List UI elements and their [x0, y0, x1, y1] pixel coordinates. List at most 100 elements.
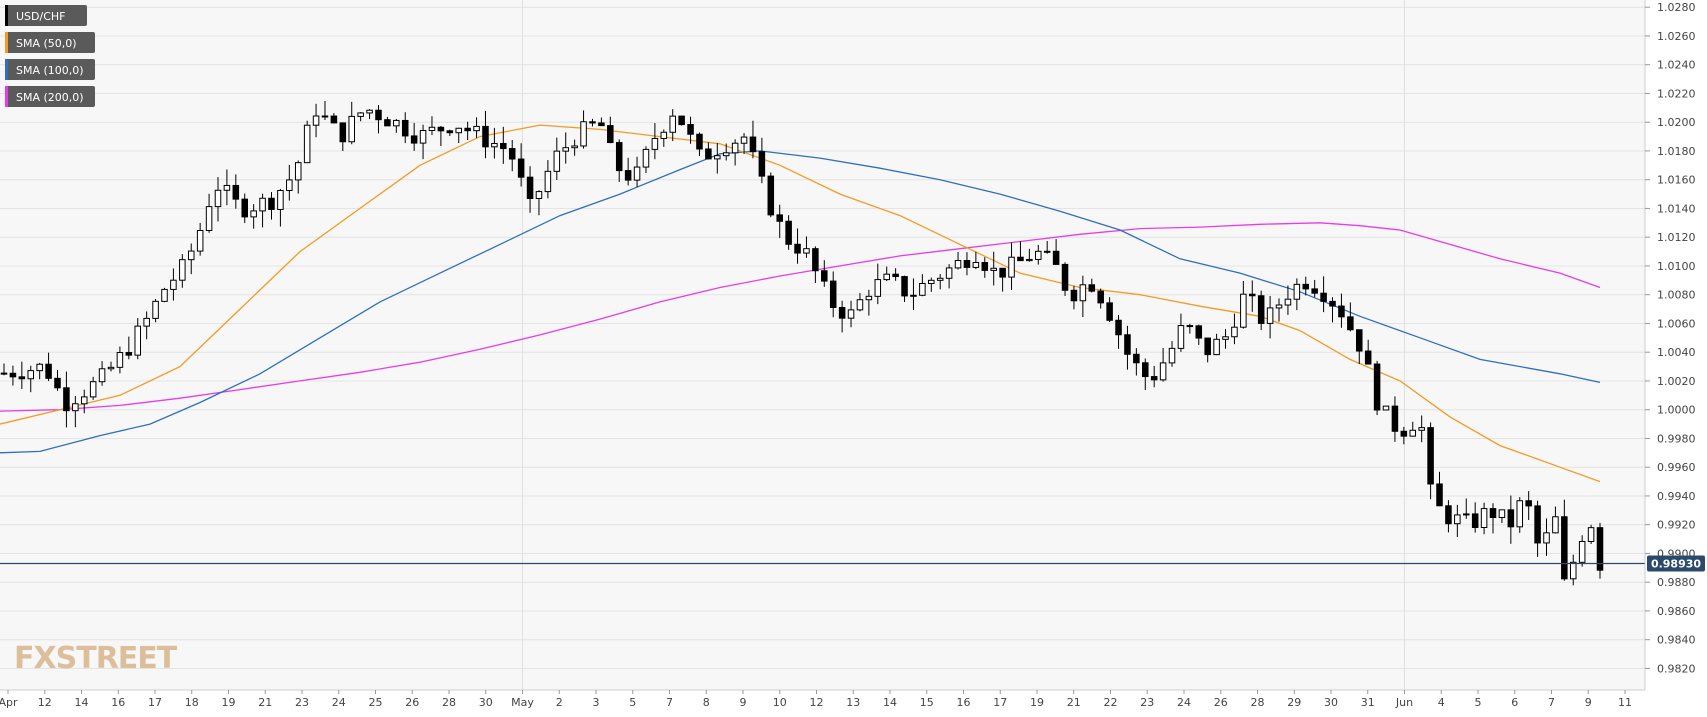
candle [89, 376, 97, 400]
candle-body [642, 148, 650, 168]
candle [1552, 506, 1559, 534]
candle-body [776, 214, 783, 222]
y-tick-label: 1.0160 [1657, 174, 1696, 187]
candle [1266, 296, 1274, 339]
candle-body [963, 260, 971, 268]
candle [1409, 421, 1417, 437]
candle [277, 188, 284, 227]
candle [607, 116, 614, 144]
candle-body [1088, 284, 1096, 292]
candle [526, 166, 534, 213]
candle-body [972, 261, 980, 268]
candle-body [1168, 347, 1176, 364]
candle-body [1257, 295, 1265, 324]
candle [250, 204, 257, 229]
candle-body [1079, 284, 1087, 302]
candle [401, 112, 409, 144]
candle [954, 252, 962, 270]
candle [1382, 405, 1390, 411]
candle [339, 122, 347, 152]
candle [883, 266, 890, 282]
candle-body [1195, 325, 1203, 339]
candle-body [794, 243, 801, 254]
candle [714, 143, 721, 174]
x-tick-label: 28 [442, 696, 456, 709]
candle-body [1382, 405, 1390, 411]
sma-50-line [0, 124, 1601, 483]
x-tick-label: 19 [1030, 696, 1044, 709]
candle [1427, 422, 1434, 500]
x-tick-label: 7 [1548, 696, 1555, 709]
candle [856, 293, 864, 312]
candle-body [18, 376, 26, 380]
candle-body [384, 119, 391, 127]
candle [1480, 502, 1488, 535]
candle-body [303, 124, 311, 164]
legend-label: SMA (50,0) [16, 37, 77, 50]
candle-body [1052, 250, 1060, 265]
y-tick-label: 1.0200 [1657, 116, 1696, 129]
y-tick-label: 1.0280 [1657, 1, 1696, 14]
y-tick-label: 1.0080 [1657, 289, 1696, 302]
candle [45, 352, 52, 382]
candle [187, 243, 195, 275]
candle-body [1525, 500, 1532, 507]
candle [598, 117, 605, 127]
candle-body [633, 166, 641, 181]
candle [27, 365, 35, 393]
candle-body [27, 370, 35, 380]
x-tick-label: 16 [111, 696, 125, 709]
candle-body [1070, 289, 1078, 302]
price-tag-bg [1647, 555, 1705, 572]
candle-body [1480, 508, 1488, 529]
candle-body [1150, 376, 1158, 381]
candle-body [981, 261, 989, 271]
candle-body [196, 229, 204, 252]
candle [294, 160, 302, 194]
candle [1364, 339, 1372, 365]
candle-body [1561, 516, 1568, 580]
candle [1097, 288, 1104, 309]
candle [1275, 298, 1283, 322]
x-tick-label: 16 [957, 696, 971, 709]
candle-body [722, 152, 730, 157]
candle [491, 127, 498, 159]
candle-body [892, 273, 899, 278]
candle-body [910, 294, 917, 297]
candle [651, 123, 659, 160]
y-tick-label: 1.0040 [1657, 346, 1696, 359]
candle-body [928, 279, 935, 284]
y-axis: 1.0280 1.0260 1.0240 1.0220 1.0200 1.0180 1.01… [1644, 0, 1696, 690]
candle [268, 192, 275, 220]
legend-item: SMA (200,0) [5, 86, 95, 107]
candle-body [1035, 250, 1042, 260]
candle [865, 289, 873, 316]
candle-body [1391, 405, 1399, 432]
candle [98, 361, 106, 386]
candle-body [865, 295, 873, 301]
candle-body [874, 279, 882, 297]
candle [259, 193, 266, 228]
legend-box [5, 5, 87, 26]
candle-body [624, 170, 632, 181]
candle [740, 133, 748, 155]
candle-body [1017, 256, 1024, 262]
candle-body [767, 175, 775, 216]
candle [1231, 313, 1238, 345]
candle [1186, 323, 1194, 334]
x-tick-label: 2 [556, 696, 563, 709]
x-tick-label: 28 [1251, 696, 1265, 709]
candle-body [740, 136, 748, 144]
candle [54, 369, 61, 391]
candle-body [1507, 509, 1515, 528]
candle-body [758, 151, 766, 177]
candle-body [419, 129, 427, 144]
candle [678, 115, 685, 126]
candle [357, 112, 364, 122]
candle-body [1338, 305, 1345, 318]
candle-body [517, 158, 525, 178]
candle [1302, 276, 1310, 296]
candle [500, 126, 507, 164]
candle-body [1489, 508, 1497, 519]
candle [446, 129, 454, 136]
